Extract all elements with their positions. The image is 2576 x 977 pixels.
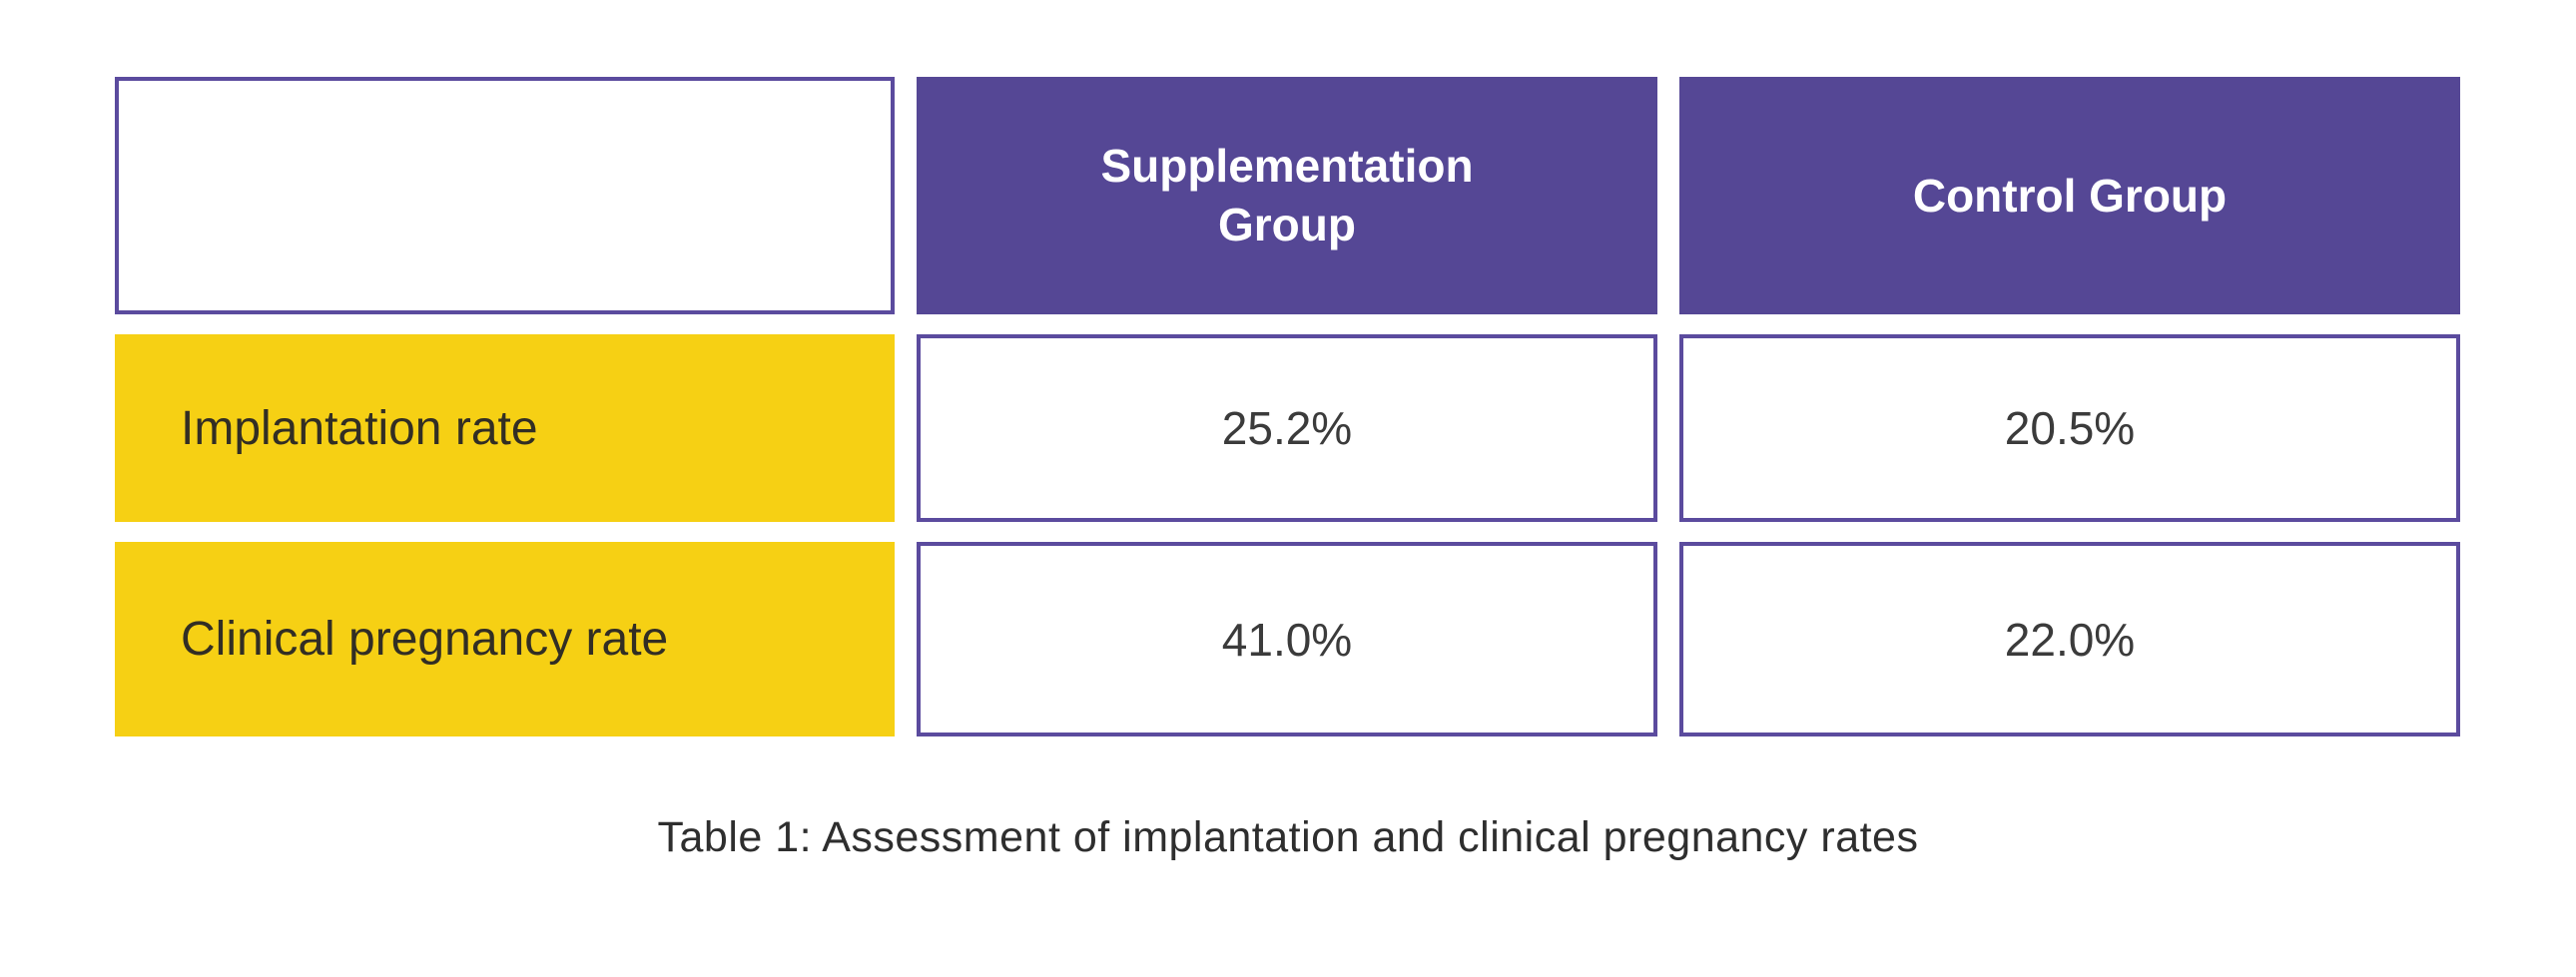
value-cell-pregnancy-supplementation: 41.0%: [917, 542, 1657, 736]
value-cell-implantation-control: 20.5%: [1679, 334, 2460, 522]
value-pregnancy-control: 22.0%: [2004, 613, 2136, 666]
value-pregnancy-supplementation: 41.0%: [1221, 613, 1353, 666]
data-table: Supplementation Group Control Group Impl…: [115, 77, 2460, 736]
header-cell-supplementation-group: Supplementation Group: [917, 77, 1657, 314]
value-implantation-supplementation: 25.2%: [1221, 402, 1353, 454]
header-label-supplementation-group: Supplementation Group: [1100, 140, 1474, 250]
row-label-clinical-pregnancy-rate: Clinical pregnancy rate: [181, 613, 669, 666]
header-label-control-group: Control Group: [1912, 169, 2228, 222]
table-caption: Table 1: Assessment of implantation and …: [657, 813, 1919, 861]
row-label-cell-implantation-rate: Implantation rate: [115, 334, 895, 522]
row-label-cell-clinical-pregnancy-rate: Clinical pregnancy rate: [115, 542, 895, 736]
value-cell-implantation-supplementation: 25.2%: [917, 334, 1657, 522]
value-implantation-control: 20.5%: [2004, 402, 2136, 454]
row-label-implantation-rate: Implantation rate: [181, 401, 538, 455]
value-cell-pregnancy-control: 22.0%: [1679, 542, 2460, 736]
header-cell-empty: [115, 77, 895, 314]
header-cell-control-group: Control Group: [1679, 77, 2460, 314]
